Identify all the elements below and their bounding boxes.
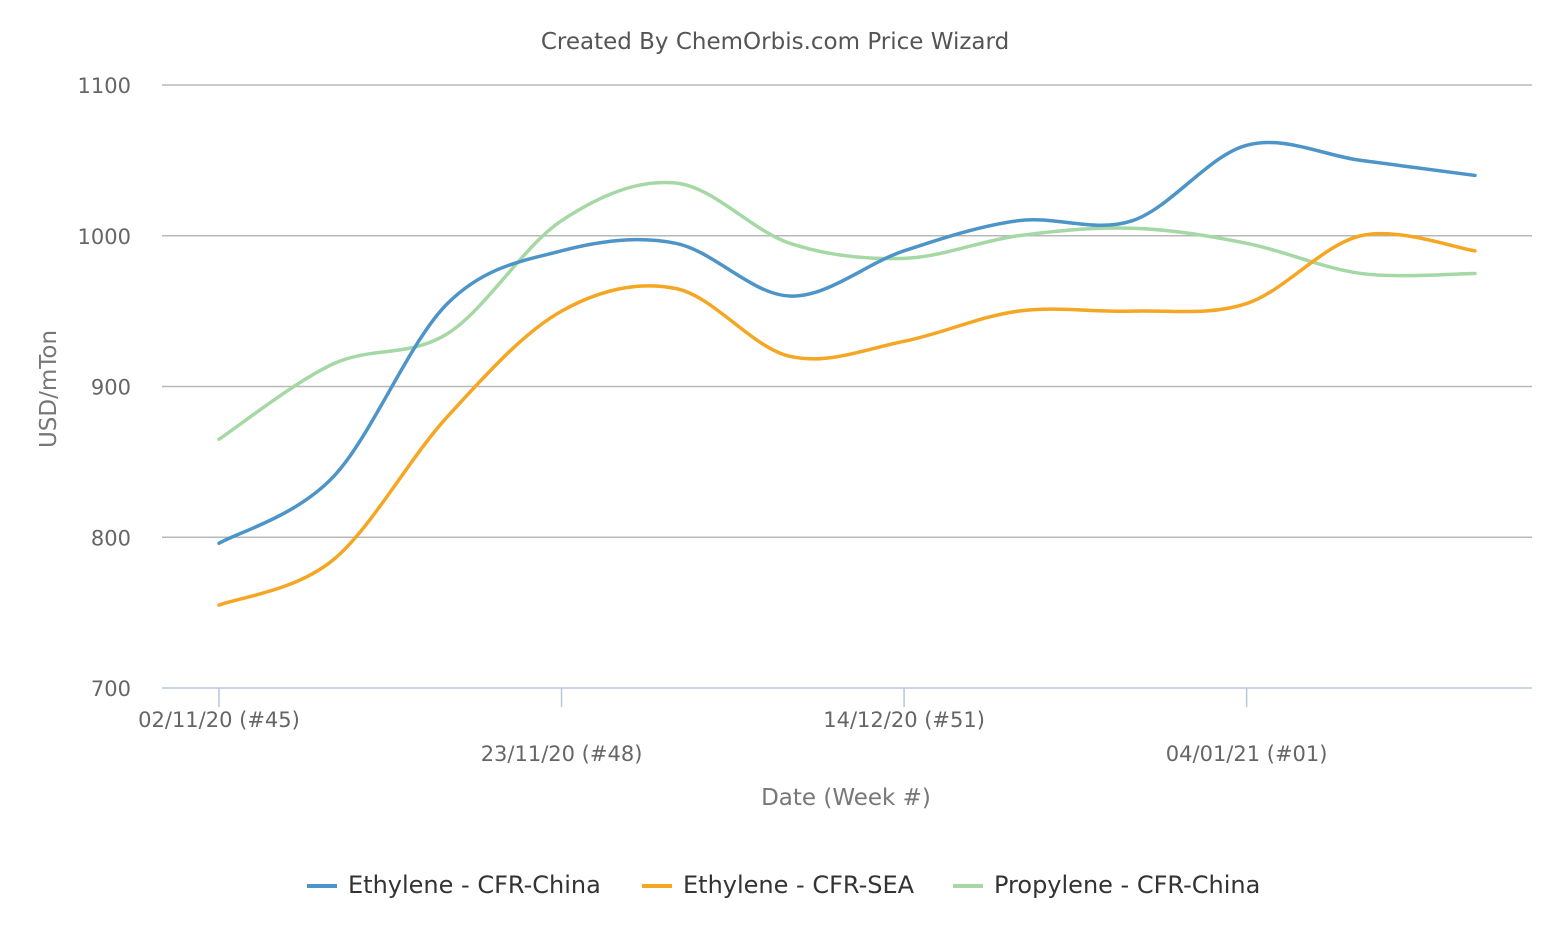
series-lines <box>217 140 1477 607</box>
x-tick-label: 02/11/20 (#45) <box>138 708 300 732</box>
legend-label-ethylene-cfr-sea: Ethylene - CFR-SEA <box>683 871 915 899</box>
series-line-ethylene-cfr-china <box>217 140 1477 546</box>
legend: Ethylene - CFR-China Ethylene - CFR-SEA Pr… <box>307 871 1260 899</box>
y-tick-label: 700 <box>91 677 131 701</box>
chart-title: Created By ChemOrbis.com Price Wizard <box>541 29 1009 55</box>
series-line-propylene-cfr-china <box>217 180 1477 442</box>
x-axis-title: Date (Week #) <box>761 785 931 811</box>
y-tick-label: 900 <box>91 376 131 400</box>
y-tick-label: 1100 <box>78 74 131 98</box>
y-tick-label: 1000 <box>78 225 131 249</box>
legend-label-propylene-cfr-china: Propylene - CFR-China <box>994 871 1260 899</box>
legend-label-ethylene-cfr-china: Ethylene - CFR-China <box>348 871 601 899</box>
y-axis-title: USD/mTon <box>36 330 62 448</box>
y-axis-ticks: 700 800 900 1000 1100 <box>78 74 131 701</box>
x-tick-label: 23/11/20 (#48) <box>481 742 643 766</box>
y-tick-label: 800 <box>91 526 131 550</box>
x-tick-label: 04/01/21 (#01) <box>1166 742 1328 766</box>
series-line-ethylene-cfr-sea <box>217 231 1477 607</box>
x-tick-label: 14/12/20 (#51) <box>823 708 985 732</box>
x-axis-ticks: 02/11/20 (#45) 23/11/20 (#48) 14/12/20 (#5… <box>138 688 1327 766</box>
